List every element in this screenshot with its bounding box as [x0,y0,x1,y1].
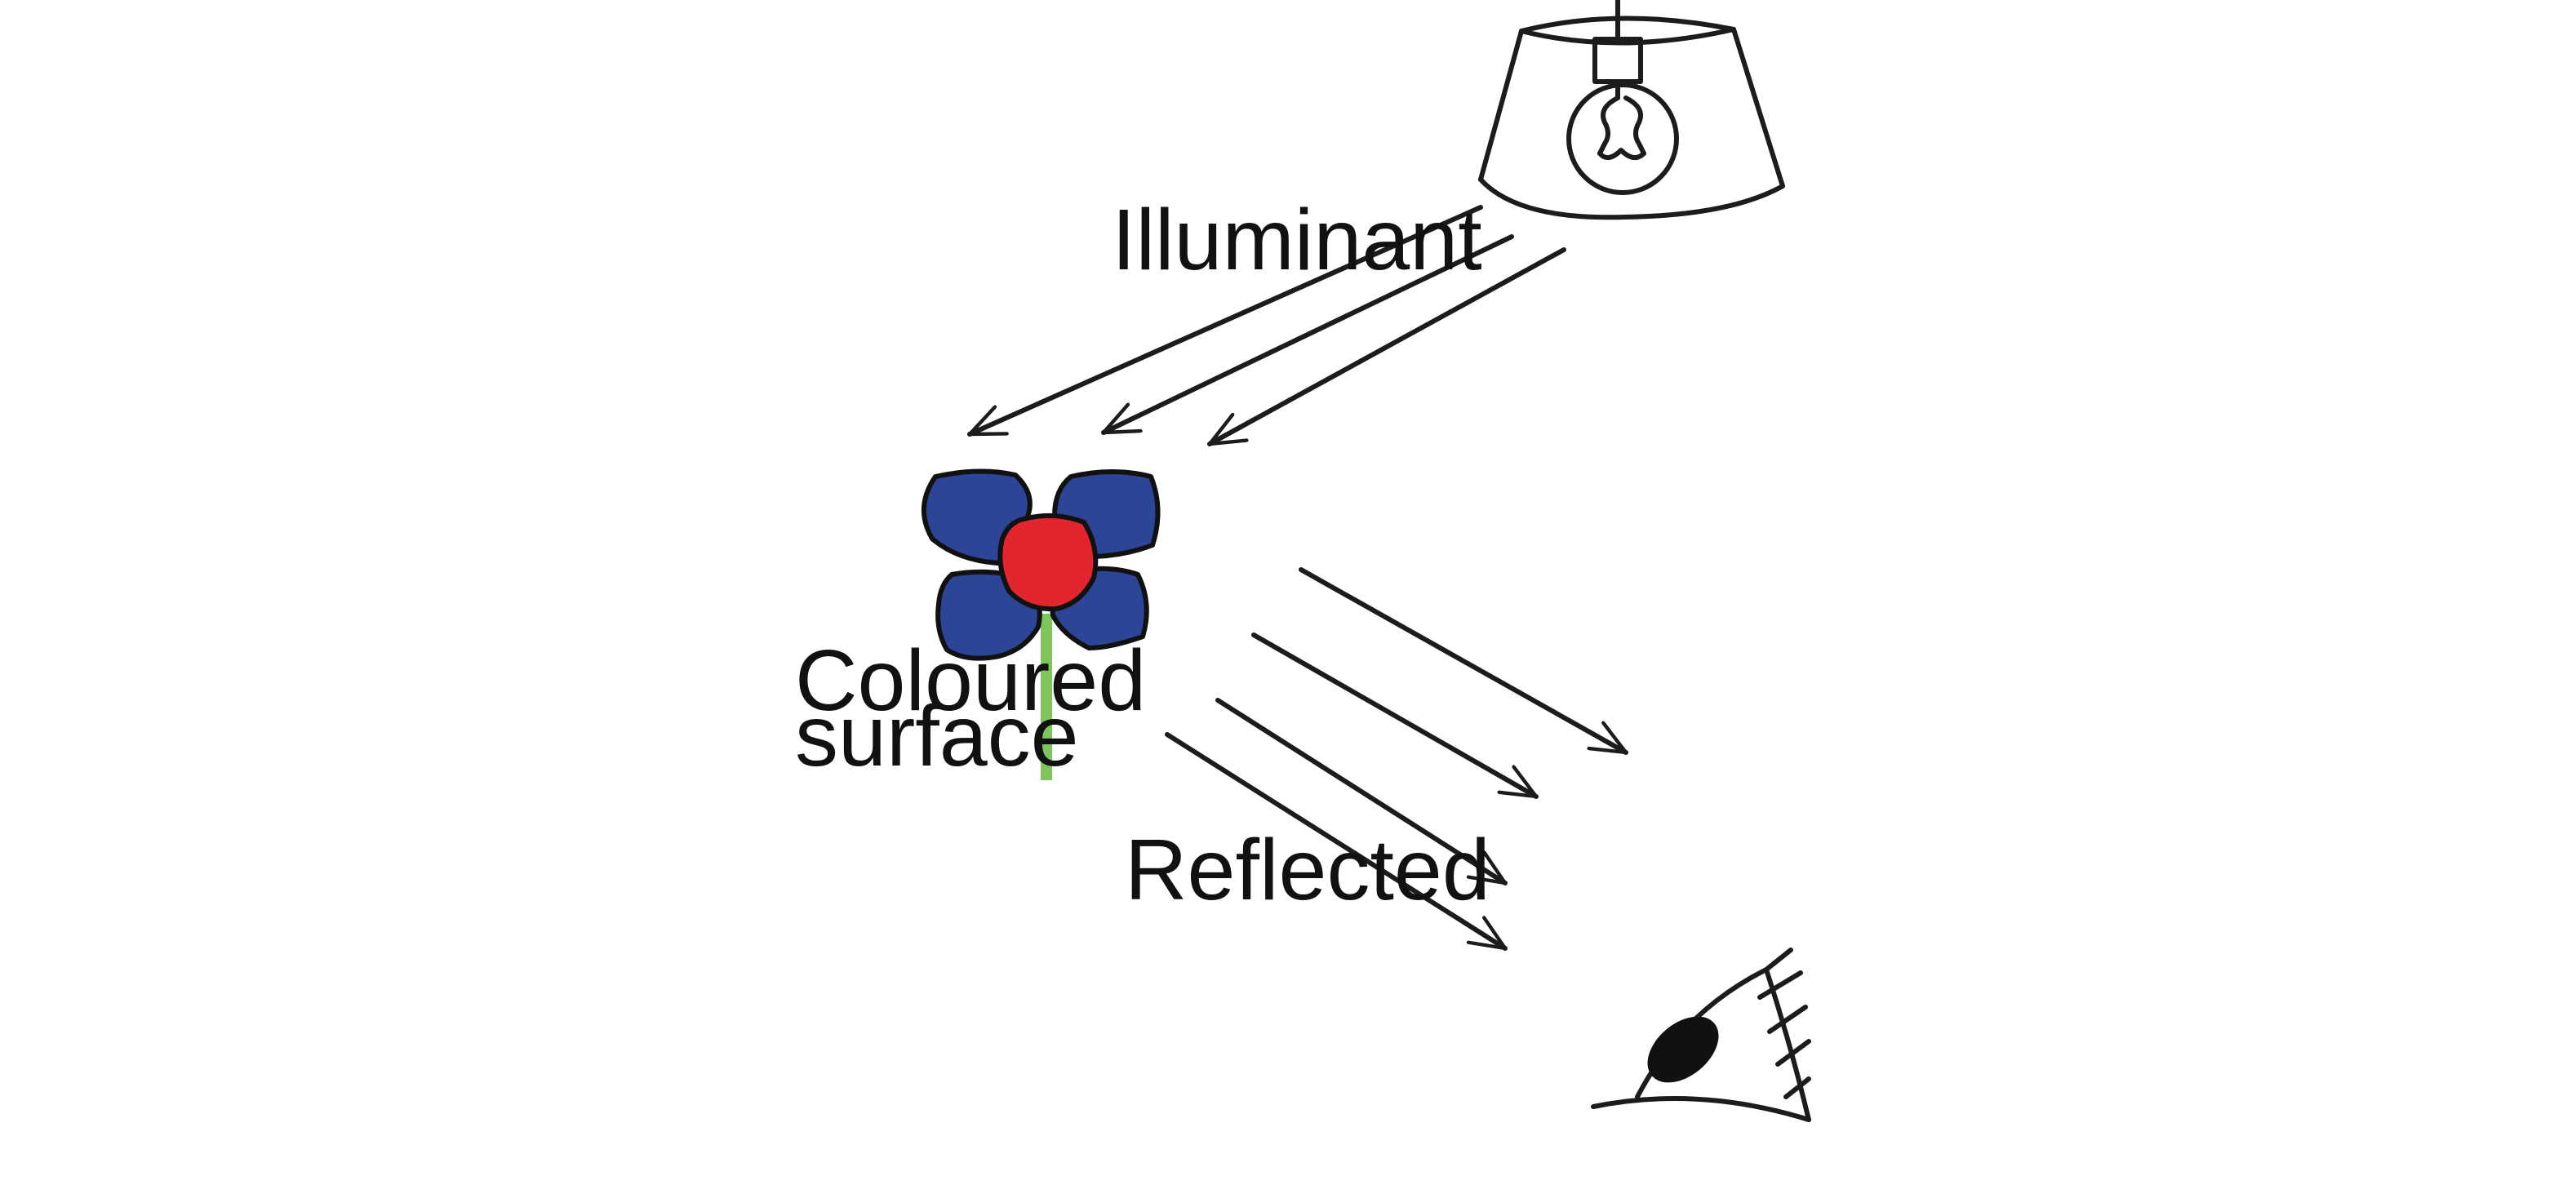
illuminant-arrow [967,205,1483,437]
flower-center [997,513,1099,612]
reflected-arrow [1215,698,1508,885]
illuminant-arrow [1101,234,1514,435]
eye-icon [1591,948,1811,1122]
flower-icon [922,468,1161,780]
illuminant-arrow [1207,247,1566,446]
coloured-surface-label-line2: surface [795,688,1079,784]
reflected-arrow [1251,632,1539,799]
illuminant-label: Illuminant [1112,192,1482,288]
illuminant-arrows [967,205,1566,446]
reflected-arrow [1165,732,1508,951]
eye-pupil [1647,1016,1719,1083]
reflected-arrow [1299,567,1628,755]
reflected-arrows [1165,567,1628,951]
light-bulb-icon [1566,79,1679,195]
lamp-icon [1478,0,1785,220]
coloured-surface-label-line1: Coloured [795,632,1146,729]
reflected-label: Reflected [1125,822,1490,918]
